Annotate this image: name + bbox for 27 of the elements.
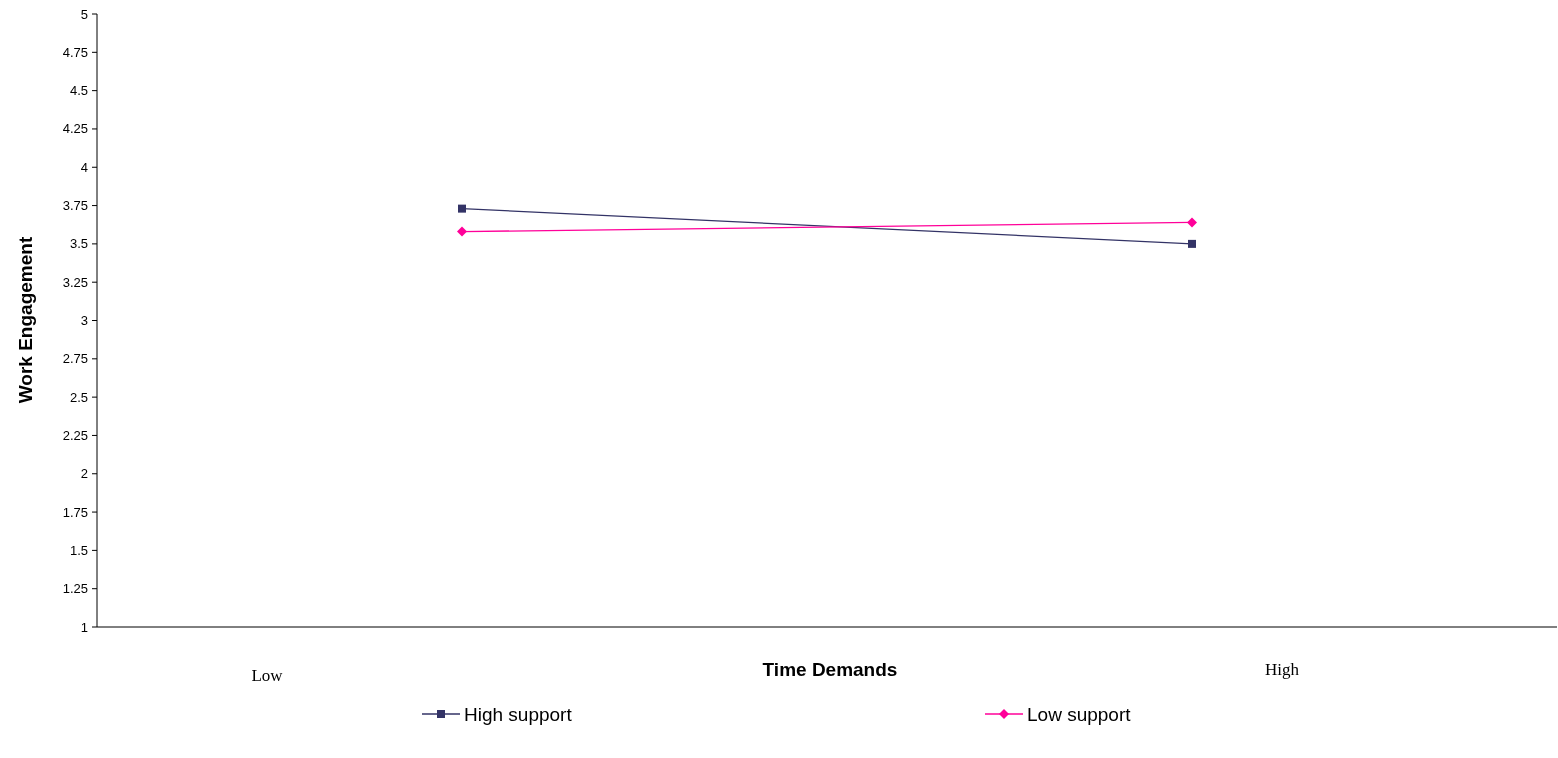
y-tick-label: 4.25	[62, 121, 88, 137]
y-tick-label: 4.5	[69, 83, 88, 99]
y-tick-label: 5	[80, 6, 88, 22]
point	[457, 226, 467, 237]
y-tick-label: 4	[80, 159, 88, 175]
y-tick-label: 3.25	[62, 274, 88, 290]
text: Low	[251, 666, 284, 685]
text: High	[1265, 660, 1300, 679]
legend-label: Low support	[1027, 703, 1132, 725]
y-tick-label: 1.75	[62, 504, 88, 520]
y-tick-label: 4.75	[62, 44, 88, 60]
y-axis-title: Work Engagement	[15, 236, 36, 404]
x-axis-title: Time Demands	[762, 659, 898, 680]
y-tick-label: 3.5	[69, 236, 88, 252]
y-tick-label: 3.75	[62, 198, 88, 214]
y-tick-label: 2	[80, 466, 88, 482]
y-tick-label: 3	[80, 313, 88, 329]
point	[458, 204, 466, 213]
legend-label: High support	[464, 703, 573, 725]
y-tick-label: 1	[80, 619, 88, 635]
y-tick-label: 1.5	[69, 542, 88, 558]
point	[1188, 239, 1196, 248]
y-tick-label: 1.25	[62, 581, 88, 597]
y-tick-label: 2.75	[62, 351, 88, 367]
y-tick-label: 2.25	[62, 427, 88, 443]
point	[1187, 217, 1197, 228]
y-tick-label: 2.5	[69, 389, 88, 405]
